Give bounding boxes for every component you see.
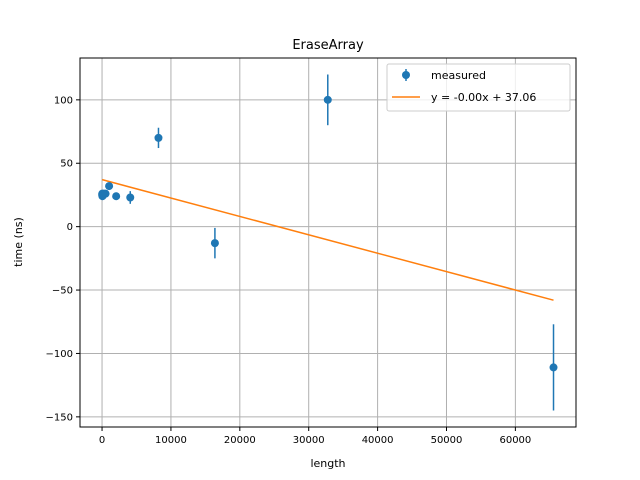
y-tick-label: −150 bbox=[46, 412, 73, 423]
legend: measured y = -0.00x + 37.06 bbox=[387, 64, 570, 111]
data-point bbox=[105, 182, 113, 190]
y-tick-label: 0 bbox=[67, 222, 73, 233]
x-tick-label: 60000 bbox=[499, 435, 531, 446]
y-tick-label: −50 bbox=[52, 286, 73, 297]
x-tick-label: 30000 bbox=[293, 435, 325, 446]
x-tick-label: 40000 bbox=[362, 435, 394, 446]
chart-title: EraseArray bbox=[292, 38, 364, 53]
x-axis-label: length bbox=[310, 457, 345, 470]
y-axis-label: time (ns) bbox=[12, 217, 25, 267]
data-point bbox=[126, 193, 134, 201]
x-tick-label: 0 bbox=[99, 435, 105, 446]
legend-label-fit: y = -0.00x + 37.06 bbox=[431, 91, 536, 104]
x-tick-label: 50000 bbox=[431, 435, 463, 446]
data-point bbox=[550, 363, 558, 371]
data-point bbox=[154, 134, 162, 142]
legend-label-measured: measured bbox=[431, 69, 486, 82]
data-point bbox=[211, 239, 219, 247]
x-tick-label: 20000 bbox=[224, 435, 256, 446]
data-point bbox=[102, 190, 110, 198]
y-tick-label: 50 bbox=[60, 159, 73, 170]
y-tick-label: −100 bbox=[46, 349, 73, 360]
y-tick-label: 100 bbox=[54, 95, 73, 106]
data-point bbox=[324, 96, 332, 104]
x-tick-label: 10000 bbox=[155, 435, 187, 446]
legend-marker-point bbox=[402, 71, 410, 79]
data-point bbox=[112, 192, 120, 200]
